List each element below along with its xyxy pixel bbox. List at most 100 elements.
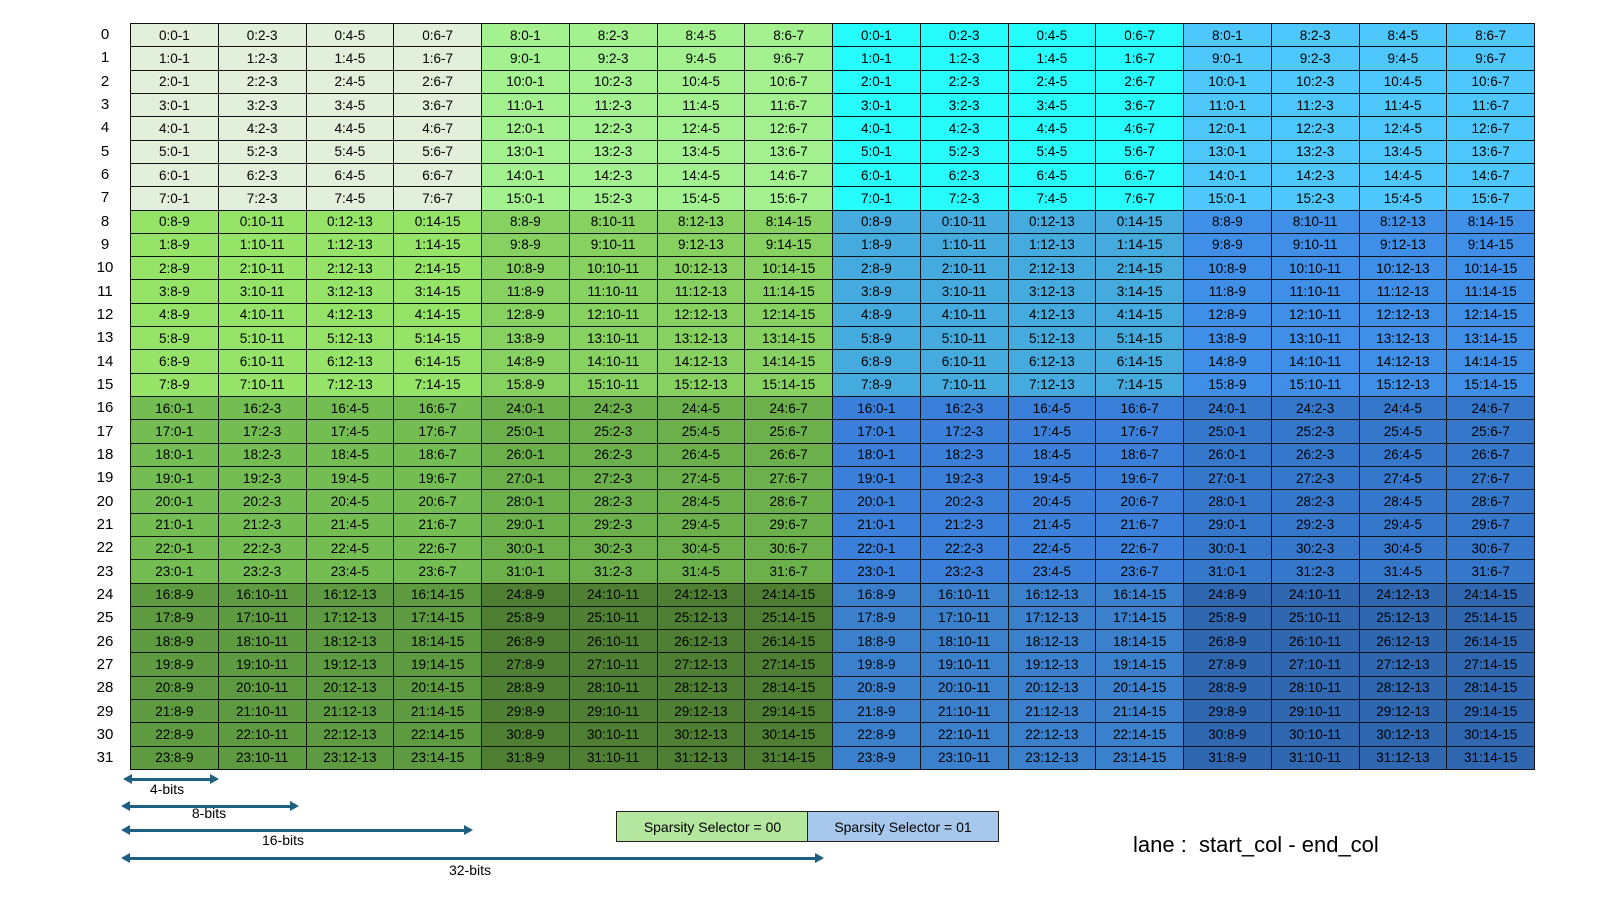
grid-cell: 27:8-9 [1183,652,1272,677]
grid-cell: 29:2-3 [1270,512,1360,537]
grid-cell: 24:12-13 [1358,582,1448,607]
grid-cell: 18:4-5 [305,442,395,467]
grid-cell: 27:14-15 [744,652,833,677]
row-label: 27 [96,655,114,673]
grid-cell: 20:4-5 [305,489,395,514]
grid-cell: 4:0-1 [832,116,921,141]
grid-cell: 2:14-15 [393,256,482,281]
grid-cell: 21:4-5 [1007,512,1097,537]
grid-cell: 12:12-13 [656,302,746,328]
grid-cell: 14:0-1 [481,162,570,188]
grid-cell: 13:14-15 [1446,326,1535,351]
grid-cell: 12:8-9 [481,302,570,328]
grid-cell: 23:4-5 [1007,559,1097,584]
grid-cell: 15:4-5 [1358,186,1448,211]
grid-cell: 10:14-15 [1446,256,1535,281]
grid-cell: 9:12-13 [656,232,746,258]
grid-cell: 15:6-7 [1446,186,1535,211]
row-label: 18 [96,445,114,463]
grid-row: 19:8-9 19:10-11 19:12-13 19:14-15 27:8-9 27:1… [130,652,1535,677]
grid-cell: 23:10-11 [217,745,307,771]
grid-cell: 5:6-7 [1095,139,1184,164]
grid-cell: 29:8-9 [481,699,570,724]
grid-cell: 10:0-1 [1183,69,1272,94]
grid-cell: 4:8-9 [832,302,921,328]
grid-cell: 18:2-3 [919,442,1009,467]
grid-cell: 29:10-11 [1270,699,1360,724]
grid-cell: 0:10-11 [217,209,307,234]
grid-cell: 31:12-13 [1358,745,1448,771]
grid-cell: 17:0-1 [130,419,219,444]
grid-cell: 4:4-5 [305,116,395,141]
grid-cell: 22:12-13 [1007,722,1097,747]
grid-cell: 2:6-7 [1095,69,1184,94]
grid-cell: 23:14-15 [1095,745,1184,771]
grid-cell: 0:10-11 [919,209,1009,234]
grid-cell: 26:10-11 [1270,629,1360,654]
grid-cell: 19:12-13 [305,652,395,677]
grid-cell: 21:2-3 [919,512,1009,537]
row-label: 11 [97,282,113,300]
grid-cell: 1:10-11 [217,232,307,258]
grid-cell: 1:14-15 [393,232,482,258]
grid-cell: 18:8-9 [832,629,921,654]
grid-cell: 7:6-7 [393,186,482,211]
grid-cell: 26:2-3 [1270,442,1360,467]
grid-cell: 19:10-11 [919,652,1009,677]
grid-cell: 7:10-11 [919,372,1009,398]
grid-cell: 22:4-5 [1007,535,1097,561]
grid-cell: 7:4-5 [1007,186,1097,211]
grid-cell: 28:12-13 [656,675,746,701]
grid-cell: 0:0-1 [130,22,219,48]
grid-cell: 25:10-11 [1270,605,1360,631]
grid-cell: 23:0-1 [130,559,219,584]
grid-cell: 22:0-1 [130,535,219,561]
lane-column-grid: 0:0-1 0:2-3 0:4-5 0:6-7 8:0-1 8:2-3 8:4-5 8:6-7… [130,22,1535,771]
grid-cell: 8:6-7 [1446,22,1535,48]
grid-cell: 0:14-15 [393,209,482,234]
grid-cell: 31:2-3 [568,559,658,584]
grid-cell: 9:4-5 [656,46,746,71]
grid-cell: 22:6-7 [1095,535,1184,561]
grid-cell: 18:6-7 [1095,442,1184,467]
grid-cell: 21:4-5 [305,512,395,537]
grid-cell: 13:6-7 [1446,139,1535,164]
grid-cell: 9:4-5 [1358,46,1448,71]
grid-row: 3:8-9 3:10-11 3:12-13 3:14-15 11:8-9 11:10-11… [130,279,1535,304]
grid-cell: 31:12-13 [656,745,746,771]
grid-cell: 18:14-15 [393,629,482,654]
grid-cell: 2:0-1 [832,69,921,94]
grid-cell: 28:12-13 [1358,675,1448,701]
grid-cell: 7:12-13 [1007,372,1097,398]
row-label: 8 [100,212,110,230]
grid-cell: 18:6-7 [393,442,482,467]
grid-cell: 8:8-9 [1183,209,1272,234]
grid-cell: 24:2-3 [1270,395,1360,421]
grid-cell: 14:14-15 [1446,349,1535,374]
grid-cell: 30:4-5 [656,535,746,561]
grid-cell: 25:4-5 [656,419,746,444]
grid-cell: 20:14-15 [1095,675,1184,701]
grid-row: 7:0-1 7:2-3 7:4-5 7:6-7 15:0-1 15:2-3 15:4-5 15… [130,186,1535,211]
grid-row: 23:0-1 23:2-3 23:4-5 23:6-7 31:0-1 31:2-3 31:4… [130,559,1535,584]
grid-cell: 3:4-5 [305,92,395,118]
grid-cell: 9:14-15 [744,232,833,258]
grid-cell: 21:8-9 [832,699,921,724]
grid-cell: 24:2-3 [568,395,658,421]
grid-cell: 2:14-15 [1095,256,1184,281]
grid-cell: 8:0-1 [1183,22,1272,48]
grid-cell: 30:14-15 [1446,722,1535,747]
grid-cell: 29:6-7 [1446,512,1535,537]
grid-cell: 1:4-5 [1007,46,1097,71]
grid-cell: 16:10-11 [919,582,1009,607]
grid-cell: 1:4-5 [305,46,395,71]
row-label: 7 [100,189,110,207]
grid-cell: 23:2-3 [919,559,1009,584]
grid-cell: 20:10-11 [919,675,1009,701]
grid-cell: 6:10-11 [919,349,1009,374]
grid-cell: 19:10-11 [217,652,307,677]
grid-cell: 17:12-13 [1007,605,1097,631]
row-label: 16 [96,399,114,417]
grid-cell: 1:10-11 [919,232,1009,258]
grid-row: 21:0-1 21:2-3 21:4-5 21:6-7 29:0-1 29:2-3 29:4… [130,512,1535,537]
